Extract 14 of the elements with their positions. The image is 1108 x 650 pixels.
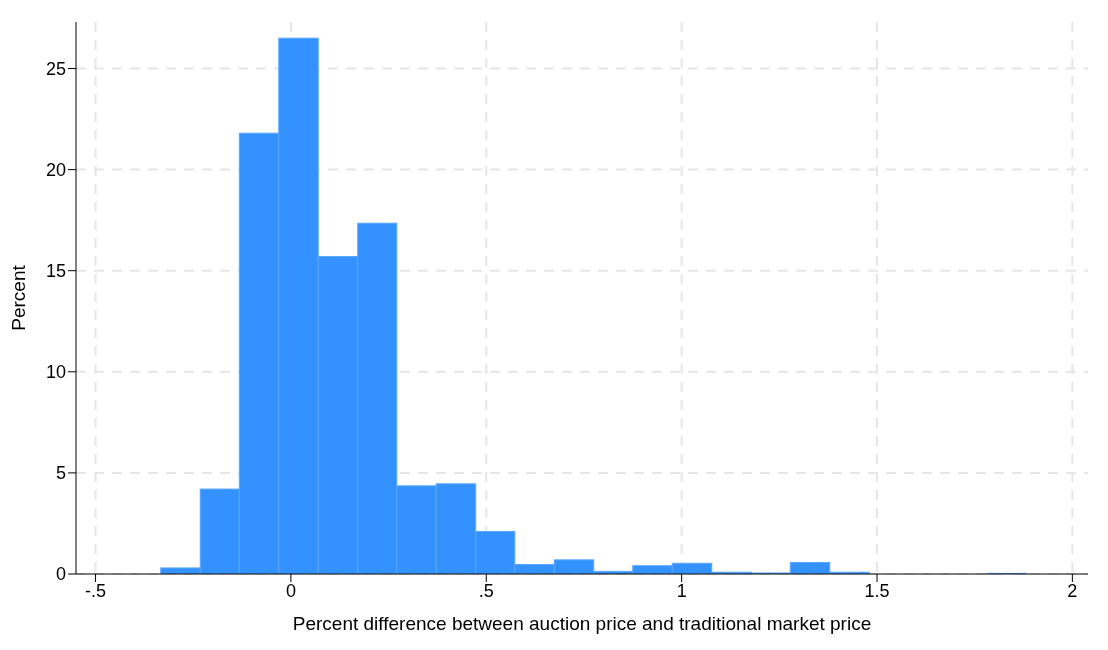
- x-tick-label: 2: [1067, 580, 1078, 601]
- y-tick-label: 15: [45, 261, 66, 282]
- x-tick-label: 1.5: [864, 580, 890, 601]
- y-tick-label: 5: [55, 463, 66, 484]
- y-tick-label: 25: [45, 58, 66, 79]
- x-tick-label: .5: [478, 580, 494, 601]
- x-tick-label: 1: [676, 580, 687, 601]
- y-axis-title: Percent: [7, 264, 29, 331]
- x-axis-title: Percent difference between auction price and traditional market price: [292, 613, 872, 634]
- y-tick-label: 10: [45, 362, 66, 383]
- y-tick-label: 0: [55, 564, 66, 585]
- x-tick-label: -.5: [85, 580, 107, 601]
- x-tick-label: 0: [285, 580, 296, 601]
- y-tick-label: 20: [45, 159, 66, 180]
